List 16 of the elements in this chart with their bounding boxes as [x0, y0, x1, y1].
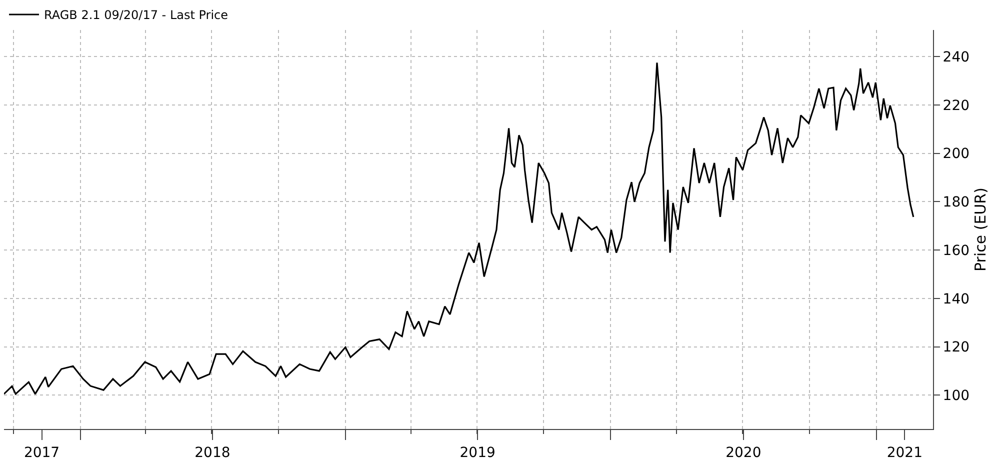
x-tick-label: 2019 — [460, 444, 496, 461]
y-tick-label: 120 — [942, 340, 970, 356]
y-axis-title: Price (EUR) — [972, 188, 990, 272]
y-tick-label: 240 — [942, 50, 970, 66]
x-tick-label: 2021 — [886, 444, 922, 461]
line-series — [4, 62, 914, 395]
y-tick-label: 180 — [942, 194, 970, 211]
x-tick-label: 2018 — [194, 444, 230, 461]
y-tick-label: 100 — [942, 388, 970, 404]
x-tick-label: 2020 — [726, 444, 762, 461]
legend-label: RAGB 2.1 09/20/17 - Last Price — [44, 8, 228, 22]
y-tick-label: 160 — [942, 242, 970, 259]
y-tick-label: 220 — [942, 98, 970, 114]
x-tick-label: 2017 — [24, 444, 60, 461]
y-tick-label: 200 — [942, 146, 970, 162]
y-tick-label: 140 — [942, 291, 970, 308]
